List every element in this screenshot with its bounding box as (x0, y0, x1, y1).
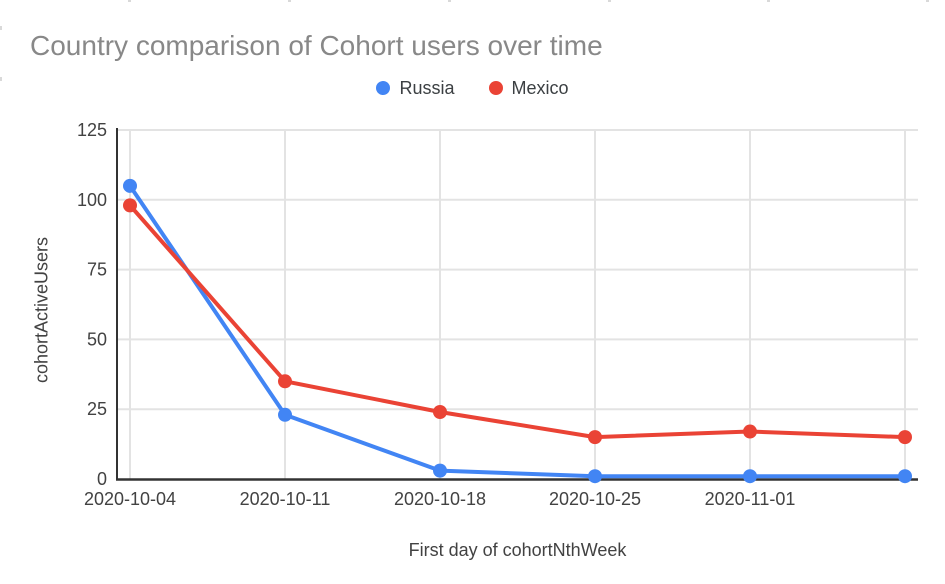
y-tick-label: 25 (87, 399, 107, 419)
data-point-russia (278, 407, 292, 422)
x-tick-label: 2020-10-25 (549, 489, 641, 509)
data-point-mexico (433, 404, 447, 419)
y-tick-label: 75 (87, 260, 107, 280)
legend-marker-icon (488, 81, 503, 95)
data-point-mexico (278, 374, 292, 389)
cropped-ui-artifact (0, 77, 2, 81)
data-point-mexico (898, 430, 912, 445)
data-point-mexico (588, 430, 602, 445)
x-axis-title: First day of cohortNthWeek (408, 540, 627, 560)
y-axis-title: cohortActiveUsers (31, 236, 52, 384)
y-tick-label: 50 (87, 329, 107, 349)
y-tick-label: 125 (77, 120, 107, 140)
x-tick-label: 2020-10-11 (240, 489, 331, 509)
cropped-ui-artifact (608, 0, 611, 2)
legend-item-russia: Russia (376, 77, 455, 99)
chart-legend: Russia Mexico (0, 77, 945, 99)
cropped-ui-artifact (0, 26, 2, 30)
x-tick-label: 2020-10-04 (84, 489, 176, 509)
data-point-russia (123, 178, 137, 193)
x-tick-label: 2020-10-18 (394, 489, 486, 509)
cropped-ui-artifact (288, 0, 291, 2)
x-tick-label: 2020-11-01 (705, 489, 796, 509)
y-tick-label: 0 (97, 469, 107, 489)
legend-item-mexico: Mexico (488, 77, 569, 99)
data-point-russia (588, 469, 602, 484)
series-line-russia (128, 183, 907, 479)
legend-label: Mexico (511, 78, 569, 98)
legend-label: Russia (399, 78, 455, 98)
cropped-ui-artifact (448, 0, 451, 2)
legend-marker-icon (376, 81, 391, 95)
data-point-russia (743, 469, 757, 484)
data-point-russia (898, 469, 912, 484)
data-point-russia (433, 463, 447, 478)
data-point-mexico (743, 424, 757, 439)
chart-title: Country comparison of Cohort users over … (30, 30, 603, 61)
series-line-mexico (128, 203, 907, 440)
y-tick-label: 100 (77, 190, 107, 210)
cropped-ui-artifact (926, 0, 929, 2)
cropped-ui-artifact (767, 0, 770, 2)
cropped-ui-artifact (128, 0, 131, 2)
data-point-mexico (123, 198, 137, 213)
